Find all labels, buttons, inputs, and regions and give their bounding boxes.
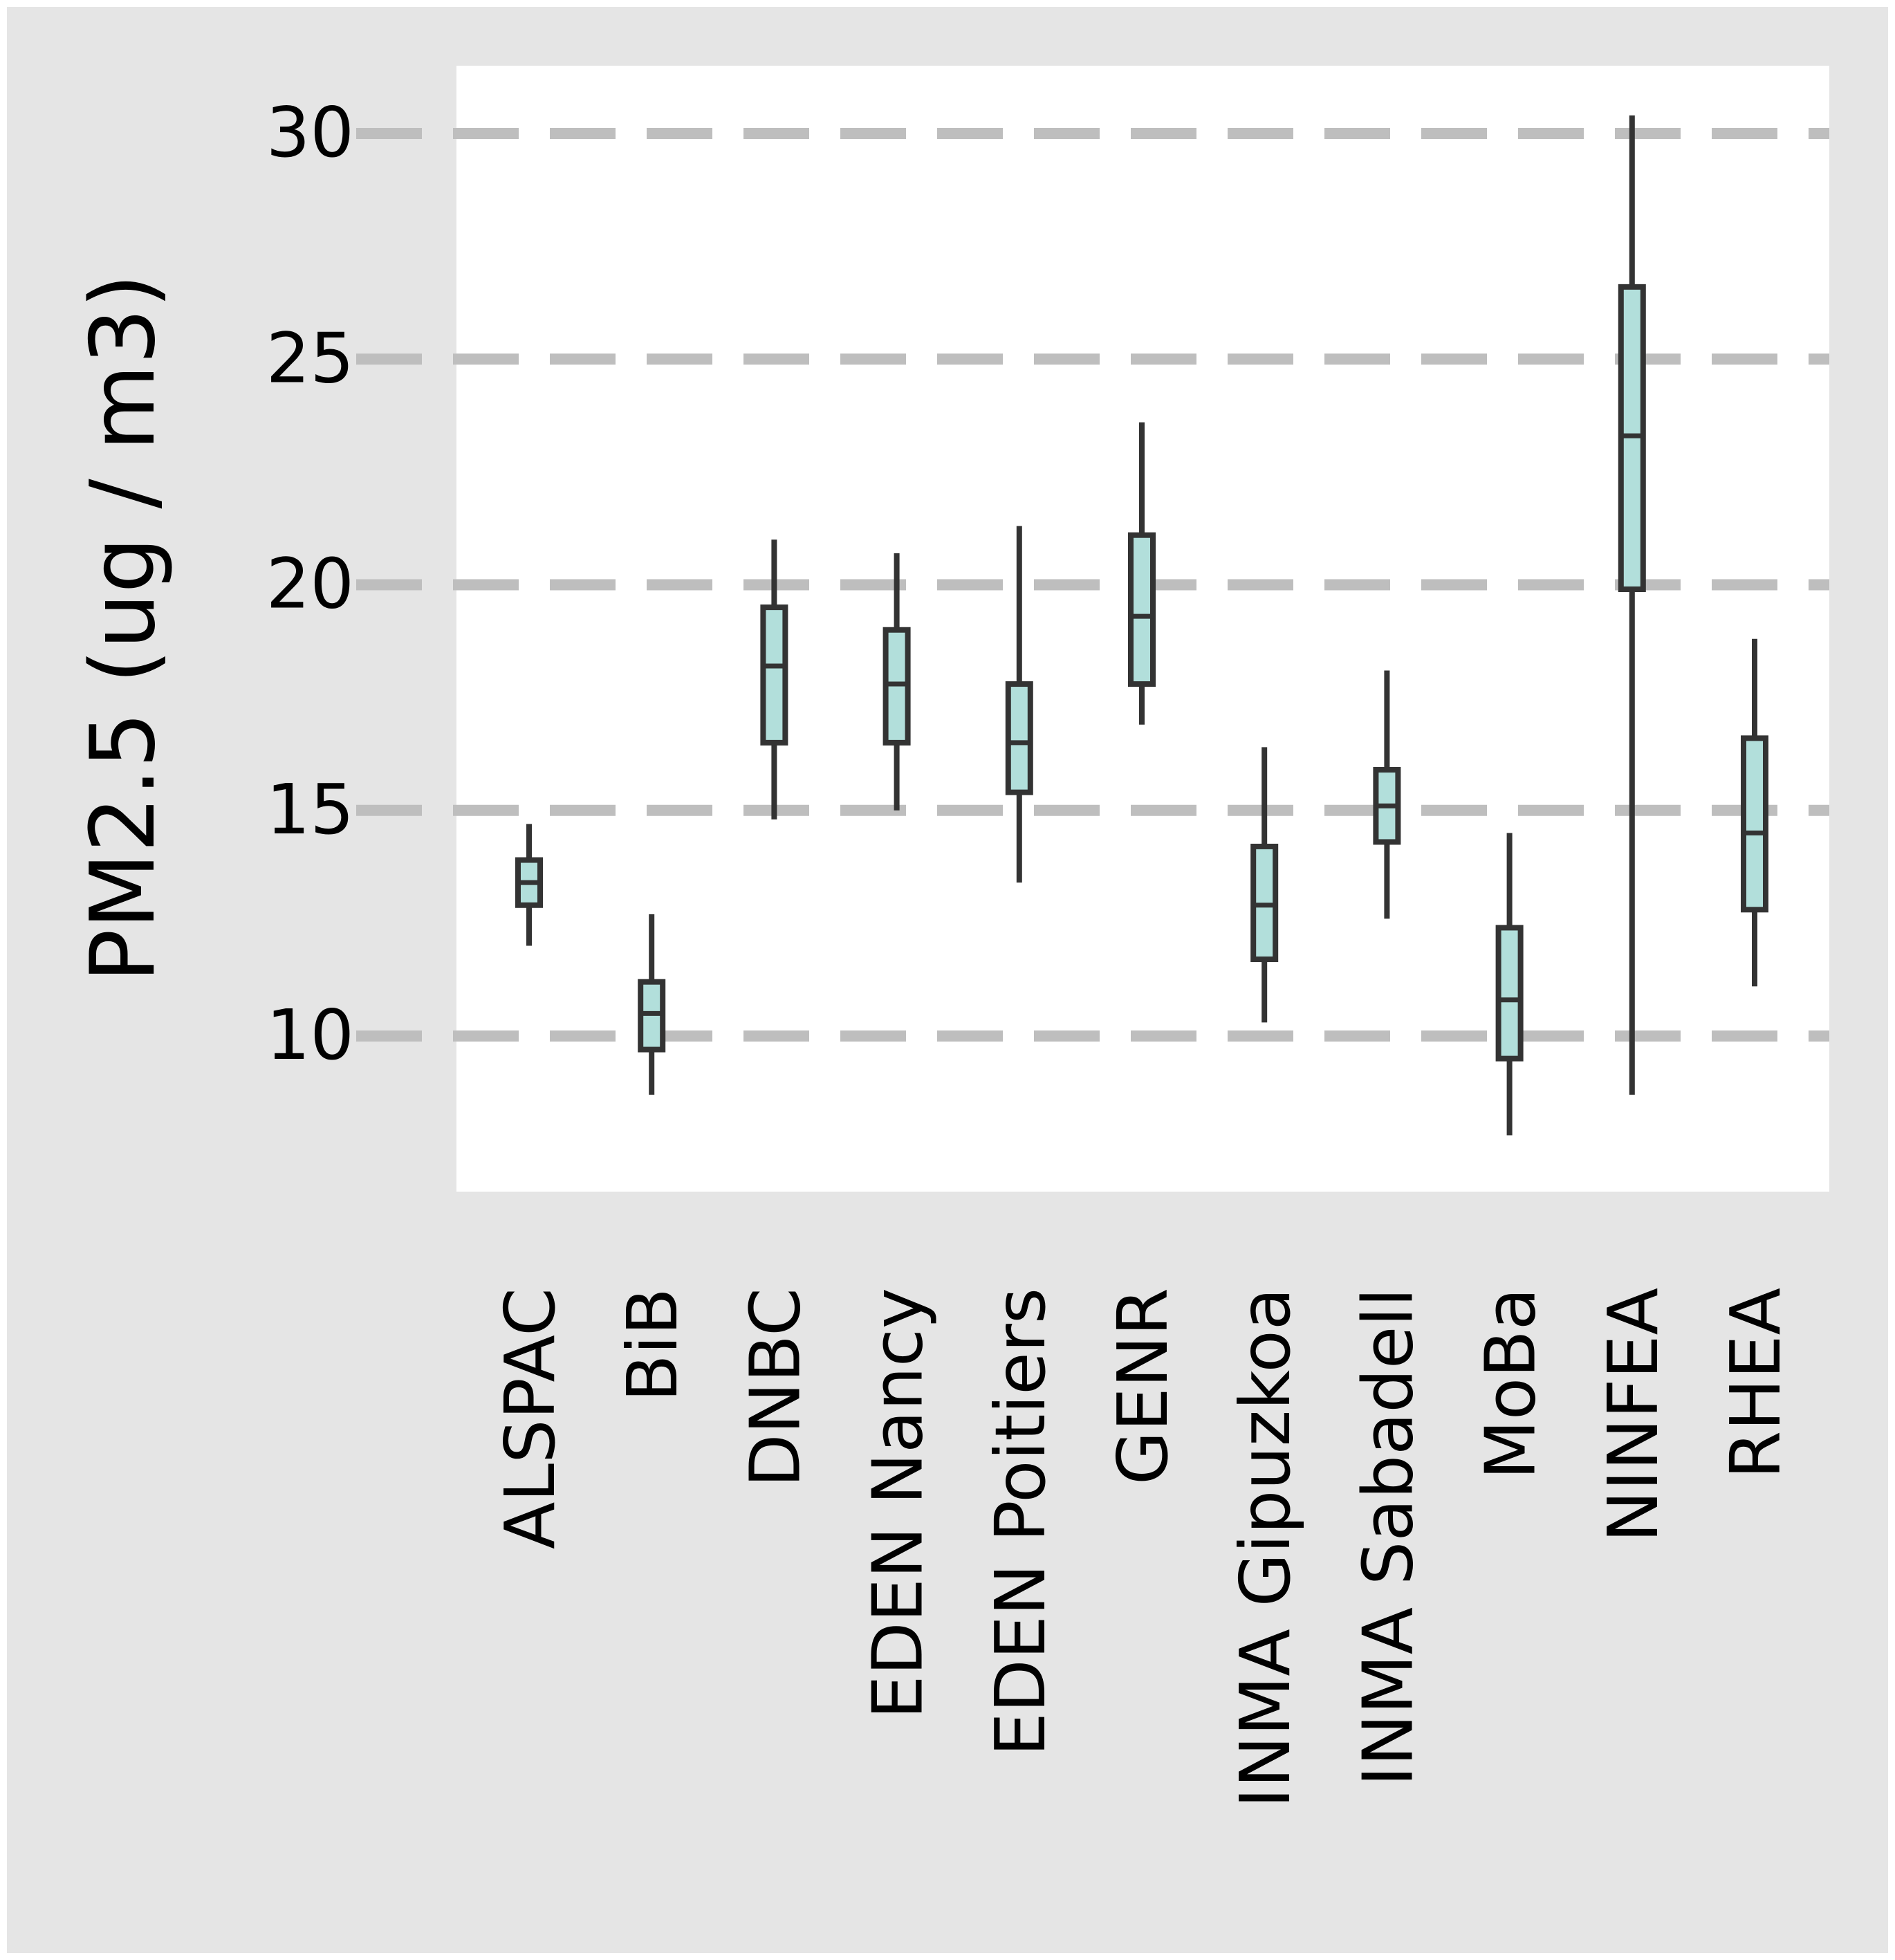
- y-tick-label-30: 30: [266, 92, 354, 173]
- box-dnbc: [760, 539, 788, 820]
- x-tick-label-rhea: RHEA: [1715, 1288, 1796, 1479]
- y-tick-label-25: 25: [266, 317, 354, 398]
- box-alspac: [515, 824, 543, 946]
- x-tick-label-dnbc: DNBC: [734, 1288, 815, 1487]
- x-tick-label-eden-poitiers: EDEN Poitiers: [980, 1288, 1061, 1756]
- y-tick-labels: 10 15 20 25 30: [266, 92, 354, 1075]
- x-tick-label-inma-gipuzkoa: INMA Gipuzkoa: [1225, 1288, 1306, 1808]
- box-inma-sabadell: [1373, 670, 1401, 919]
- box-genr: [1128, 422, 1156, 725]
- x-tick-label-moba: MoBa: [1470, 1288, 1551, 1479]
- box-eden-poitiers: [1005, 526, 1033, 883]
- y-tick-label-20: 20: [266, 544, 354, 625]
- y-tick-label-15: 15: [266, 769, 354, 850]
- box-body-dnbc: [760, 604, 788, 746]
- box-ninfea: [1618, 115, 1646, 1095]
- x-tick-label-alspac: ALSPAC: [490, 1288, 571, 1549]
- box-eden-nancy: [882, 553, 911, 811]
- box-moba: [1495, 833, 1524, 1136]
- x-tick-label-genr: GENR: [1102, 1288, 1183, 1485]
- y-axis-label: PM2.5 (ug / m3): [72, 274, 175, 983]
- box-series: [515, 115, 1768, 1136]
- box-rhea: [1741, 638, 1768, 987]
- box-bib: [638, 914, 666, 1095]
- y-gridlines: [356, 128, 1829, 1042]
- x-tick-label-inma-sabadell: INMA Sabadell: [1347, 1288, 1428, 1786]
- box-body-eden-poitiers: [1005, 681, 1033, 795]
- box-inma-gipuzkoa: [1250, 747, 1279, 1023]
- x-tick-label-ninfea: NINFEA: [1593, 1288, 1674, 1542]
- x-tick-label-eden-nancy: EDEN Nancy: [858, 1288, 939, 1719]
- box-body-genr: [1128, 532, 1156, 687]
- box-body-moba: [1495, 925, 1524, 1062]
- box-body-rhea: [1741, 735, 1768, 913]
- x-tick-labels: ALSPAC BiB DNBC EDEN Nancy EDEN Poitiers GENR…: [490, 1288, 1796, 1808]
- y-tick-label-10: 10: [266, 995, 354, 1075]
- x-tick-label-bib: BiB: [612, 1288, 693, 1402]
